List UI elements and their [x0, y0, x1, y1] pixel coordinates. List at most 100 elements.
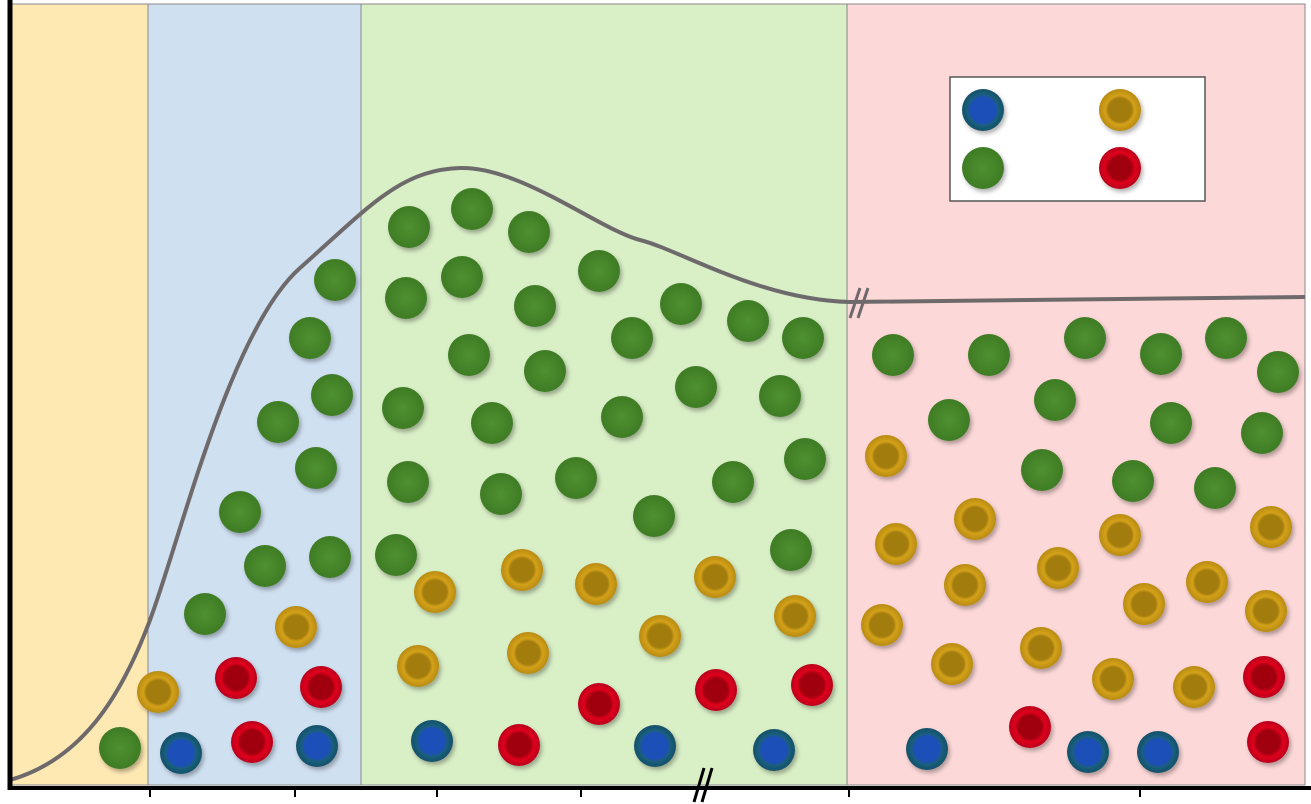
cell: [1009, 706, 1051, 748]
cell: [1067, 731, 1109, 773]
cell: [514, 285, 556, 327]
cell: [675, 366, 717, 408]
cell: [137, 671, 179, 713]
cell: [215, 657, 257, 699]
cell: [219, 491, 261, 533]
cell: [774, 595, 816, 637]
cell: [1092, 658, 1134, 700]
cell: [1140, 333, 1182, 375]
cell: [578, 683, 620, 725]
cell: [385, 277, 427, 319]
cell: [471, 402, 513, 444]
cell: [501, 549, 543, 591]
cell: [1099, 147, 1141, 189]
cell: [441, 256, 483, 298]
cell: [231, 721, 273, 763]
cell: [1150, 402, 1192, 444]
cell: [448, 334, 490, 376]
cell: [382, 387, 424, 429]
cell: [782, 317, 824, 359]
cell: [311, 374, 353, 416]
cell: [861, 604, 903, 646]
cell: [727, 300, 769, 342]
cell: [1250, 506, 1292, 548]
cell: [928, 399, 970, 441]
cell: [1034, 379, 1076, 421]
cell: [944, 564, 986, 606]
cell: [498, 724, 540, 766]
cell: [257, 401, 299, 443]
cell: [507, 632, 549, 674]
cell: [309, 536, 351, 578]
growth-curve: [9, 165, 1306, 782]
cell: [387, 461, 429, 503]
cell: [1245, 590, 1287, 632]
cell: [160, 732, 202, 774]
cell: [295, 447, 337, 489]
cell: [314, 259, 356, 301]
cell: [1099, 89, 1141, 131]
cell: [480, 473, 522, 515]
cell: [1020, 627, 1062, 669]
cell: [770, 529, 812, 571]
cell: [397, 645, 439, 687]
axis-break: [848, 287, 870, 319]
cell: [1241, 412, 1283, 454]
cell: [244, 545, 286, 587]
cell: [184, 593, 226, 635]
cell: [289, 317, 331, 359]
cell: [575, 563, 617, 605]
cell: [639, 615, 681, 657]
cell: [1194, 467, 1236, 509]
cell: [1021, 449, 1063, 491]
cell: [1137, 731, 1179, 773]
cell: [759, 375, 801, 417]
cell: [634, 725, 676, 767]
cell: [1099, 514, 1141, 556]
cell: [611, 317, 653, 359]
cell: [1037, 547, 1079, 589]
cell: [555, 457, 597, 499]
cell: [1186, 561, 1228, 603]
phase-panel: [7, 3, 149, 786]
cell: [962, 147, 1004, 189]
cell: [694, 556, 736, 598]
cell: [875, 523, 917, 565]
cell: [1205, 317, 1247, 359]
cell: [962, 89, 1004, 131]
cell: [753, 729, 795, 771]
cell: [1243, 656, 1285, 698]
cell: [1064, 317, 1106, 359]
cell: [784, 438, 826, 480]
cell: [954, 498, 996, 540]
cell: [296, 725, 338, 767]
cell: [388, 206, 430, 248]
cell: [451, 188, 493, 230]
cell: [660, 283, 702, 325]
cell: [791, 664, 833, 706]
cell: [578, 250, 620, 292]
cell: [601, 396, 643, 438]
cell: [712, 461, 754, 503]
cell: [1247, 721, 1289, 763]
cell: [633, 495, 675, 537]
x-ticks: [149, 788, 1141, 797]
cell: [906, 728, 948, 770]
cell: [1112, 460, 1154, 502]
cell: [300, 666, 342, 708]
cell: [931, 643, 973, 685]
axis-break: [692, 767, 714, 803]
cell: [695, 669, 737, 711]
cell: [1257, 351, 1299, 393]
cell: [508, 211, 550, 253]
cell: [524, 350, 566, 392]
cell: [99, 727, 141, 769]
cell: [1173, 666, 1215, 708]
cell: [414, 571, 456, 613]
cell: [865, 435, 907, 477]
cell: [375, 534, 417, 576]
cell: [411, 720, 453, 762]
cell-group: [99, 89, 1299, 774]
cell: [968, 334, 1010, 376]
